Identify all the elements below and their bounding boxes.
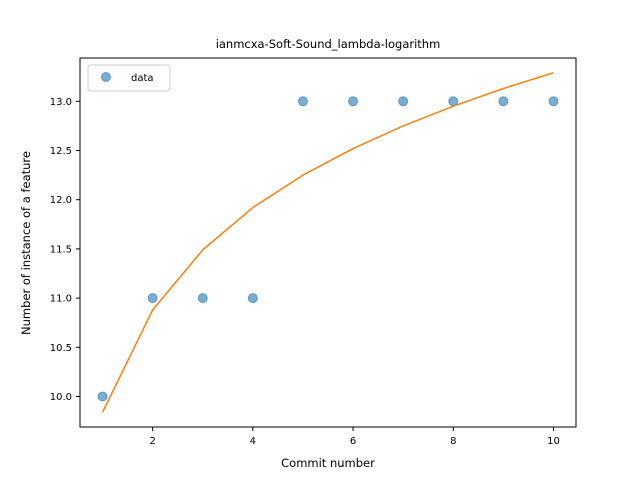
plot-area: 2 4 6 8 10 10.0 10.5 11.0 11.5 12.0 12.5 13.0 bbox=[50, 57, 577, 447]
x-tick-label: 8 bbox=[450, 436, 456, 447]
chart-title: ianmcxa-Soft-Sound_lambda-logarithm bbox=[216, 37, 441, 51]
y-tick-label: 10.0 bbox=[50, 392, 72, 403]
legend: data bbox=[87, 64, 171, 92]
x-tick-label: 4 bbox=[250, 436, 256, 447]
data-point bbox=[247, 293, 258, 304]
y-tick-label: 12.0 bbox=[50, 195, 72, 206]
data-point bbox=[498, 96, 509, 107]
y-tick-label: 12.5 bbox=[50, 146, 72, 157]
legend-marker-data bbox=[101, 72, 111, 82]
y-tick-label: 11.0 bbox=[50, 294, 72, 305]
data-point bbox=[548, 96, 559, 107]
y-axis-label: Number of instance of a feature bbox=[19, 151, 33, 335]
y-tick-label: 11.5 bbox=[50, 244, 72, 255]
y-tick-label: 13.0 bbox=[50, 97, 72, 108]
fit-line bbox=[101, 72, 554, 413]
data-point bbox=[97, 391, 108, 402]
y-tick-label: 10.5 bbox=[50, 343, 72, 354]
data-point bbox=[147, 293, 158, 304]
x-axis-label: Commit number bbox=[281, 456, 375, 470]
legend-label-data: data bbox=[131, 73, 154, 84]
data-point bbox=[348, 96, 359, 107]
data-point bbox=[297, 96, 308, 107]
data-point bbox=[398, 96, 409, 107]
data-point bbox=[197, 293, 208, 304]
x-tick-label: 6 bbox=[350, 436, 356, 447]
x-tick-label: 10 bbox=[547, 436, 560, 447]
axes-frame bbox=[79, 57, 577, 428]
x-tick-label: 2 bbox=[149, 436, 155, 447]
legend-frame bbox=[87, 64, 171, 92]
